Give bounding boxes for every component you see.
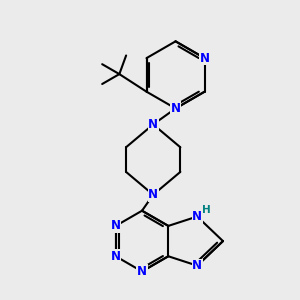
Text: H: H (202, 205, 211, 215)
Text: N: N (192, 210, 202, 223)
Text: N: N (111, 250, 121, 263)
Text: N: N (200, 52, 210, 64)
Text: N: N (192, 259, 202, 272)
Text: N: N (148, 188, 158, 201)
Text: N: N (111, 219, 121, 232)
Text: N: N (137, 265, 147, 278)
Text: N: N (171, 102, 181, 115)
Text: N: N (148, 118, 158, 131)
